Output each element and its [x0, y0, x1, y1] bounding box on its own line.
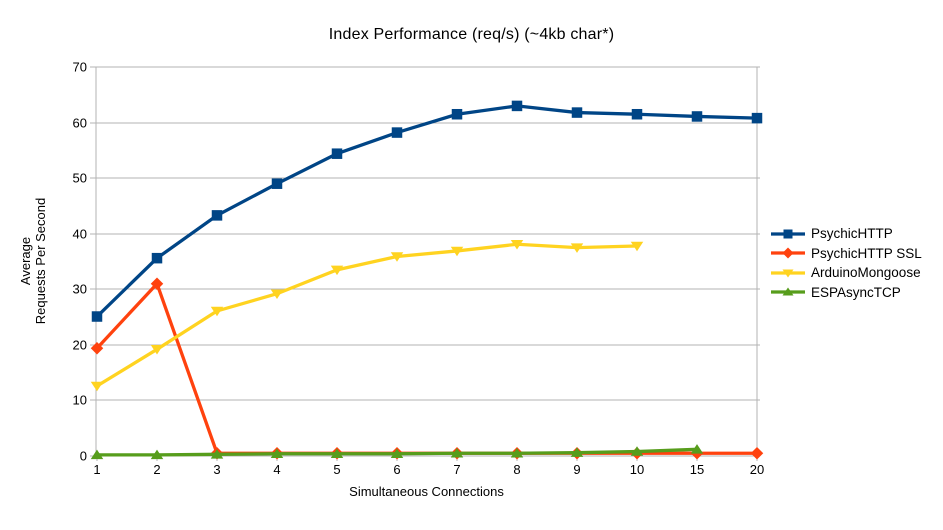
data-point [511, 100, 523, 112]
data-point [450, 447, 464, 458]
data-point [150, 277, 164, 290]
data-point [210, 449, 224, 459]
legend-item-arduinomongoose: ArduinoMongoose [771, 263, 922, 283]
data-point [271, 178, 283, 189]
data-point [570, 243, 584, 253]
data-point [150, 449, 164, 460]
data-point [570, 447, 584, 457]
data-point [331, 148, 343, 159]
axis-lines [95, 67, 758, 461]
x-tick-label: 7 [453, 462, 460, 477]
y-tick-label: 0 [80, 449, 87, 464]
data-point [390, 448, 404, 459]
data-point [270, 289, 284, 299]
axis-tick-labels: 0 10 20 30 40 50 60 70 1 2 3 4 5 6 7 8 9 10 15 20 [73, 60, 765, 478]
legend-swatch-triangle-up-icon [771, 287, 805, 296]
y-tick-label: 20 [73, 338, 87, 353]
x-tick-label: 9 [573, 462, 580, 477]
legend-swatch-diamond-icon [771, 247, 805, 259]
data-point [330, 265, 344, 276]
data-point [90, 449, 104, 460]
data-point [91, 311, 103, 322]
legend: PsychicHTTP PsychicHTTP SSL ArduinoMongo… [771, 224, 922, 302]
x-tick-label: 2 [153, 462, 160, 477]
data-point [330, 448, 344, 459]
legend-item-psychichttp-ssl: PsychicHTTP SSL [771, 244, 922, 264]
y-axis-title-line1: Average [18, 236, 33, 286]
legend-swatch-square-icon [771, 229, 805, 239]
series-psychichttp [91, 100, 763, 322]
y-axis-title-line2: Requests Per Second [33, 197, 48, 325]
data-point [451, 108, 463, 120]
data-point [211, 210, 223, 221]
legend-label: ESPAsyncTCP [811, 284, 901, 300]
legend-label: ArduinoMongoose [811, 265, 921, 281]
data-point [783, 229, 793, 239]
y-tick-label: 60 [73, 116, 87, 131]
y-tick-label: 30 [73, 282, 87, 297]
data-point [751, 112, 763, 124]
x-tick-label: 4 [273, 462, 280, 477]
x-tick-label: 20 [750, 462, 764, 477]
series-espasynctcp [90, 444, 704, 460]
legend-item-espasynctcp: ESPAsyncTCP [771, 283, 922, 303]
y-tick-label: 50 [73, 171, 87, 186]
data-point [691, 111, 703, 122]
series-arduinomongoose [90, 240, 644, 392]
legend-label: PsychicHTTP [811, 226, 893, 242]
data-point [630, 446, 644, 456]
x-axis-title: Simultaneous Connections [349, 484, 504, 499]
chart-title: Index Performance (req/s) (~4kb char*) [328, 26, 615, 43]
data-point [782, 269, 794, 278]
x-tick-label: 3 [213, 462, 220, 477]
y-tick-label: 10 [73, 393, 87, 408]
data-point [631, 108, 643, 120]
y-tick-label: 40 [73, 227, 87, 242]
data-point [390, 252, 404, 262]
legend-label: PsychicHTTP SSL [811, 245, 922, 261]
x-tick-label: 6 [393, 462, 400, 477]
data-point [630, 241, 644, 252]
data-point [391, 127, 403, 138]
legend-swatch-triangle-down-icon [771, 269, 805, 278]
x-tick-label: 1 [93, 462, 100, 477]
data-point [782, 287, 794, 296]
y-axis-title: Average Requests Per Second [18, 198, 48, 324]
x-tick-label: 8 [513, 462, 520, 477]
data-point [270, 448, 284, 459]
data-point [90, 381, 104, 392]
y-tick-label: 70 [73, 60, 87, 75]
data-point [750, 446, 764, 460]
data-point [210, 306, 224, 317]
data-point [450, 246, 464, 257]
x-tick-label: 15 [690, 462, 704, 477]
data-point [571, 107, 583, 118]
data-point [150, 345, 164, 355]
data-point [90, 341, 104, 355]
data-point [782, 247, 794, 259]
data-point [510, 240, 524, 250]
series-line [95, 104, 758, 318]
series-line [95, 280, 757, 455]
x-tick-label: 10 [630, 462, 644, 477]
data-point [690, 444, 704, 454]
data-point [151, 252, 163, 264]
series-line [96, 242, 638, 388]
x-tick-label: 5 [333, 462, 340, 477]
data-point [510, 447, 524, 458]
legend-item-psychichttp: PsychicHTTP [771, 224, 922, 244]
series-psychichttp-ssl [90, 277, 764, 460]
